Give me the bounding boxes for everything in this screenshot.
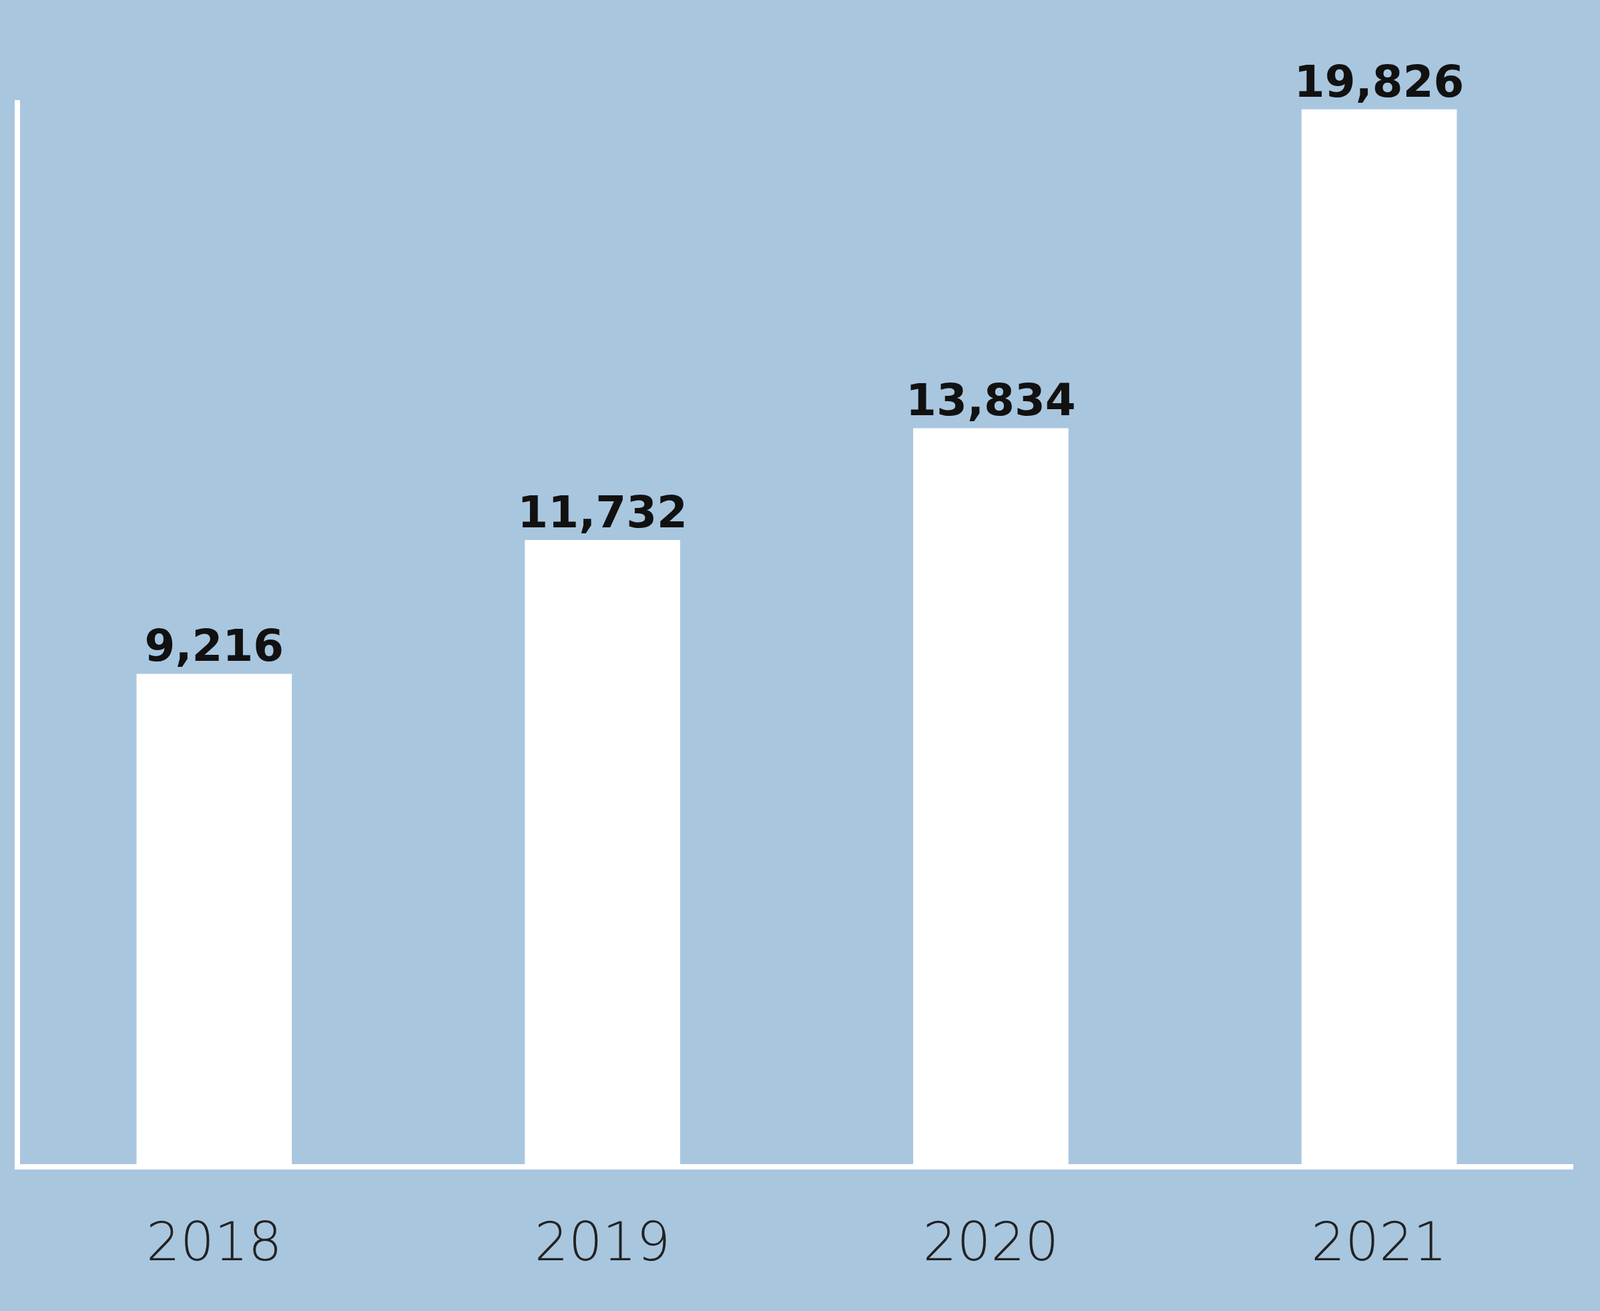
svg-text:2019: 2019 bbox=[534, 1210, 671, 1273]
svg-text:13,834: 13,834 bbox=[905, 374, 1077, 426]
svg-text:2018: 2018 bbox=[146, 1210, 283, 1273]
svg-text:19,826: 19,826 bbox=[1294, 56, 1465, 108]
svg-text:2020: 2020 bbox=[923, 1210, 1060, 1273]
svg-text:2021: 2021 bbox=[1310, 1210, 1448, 1273]
svg-text:9,216: 9,216 bbox=[144, 620, 284, 672]
svg-text:11,732: 11,732 bbox=[517, 486, 688, 539]
